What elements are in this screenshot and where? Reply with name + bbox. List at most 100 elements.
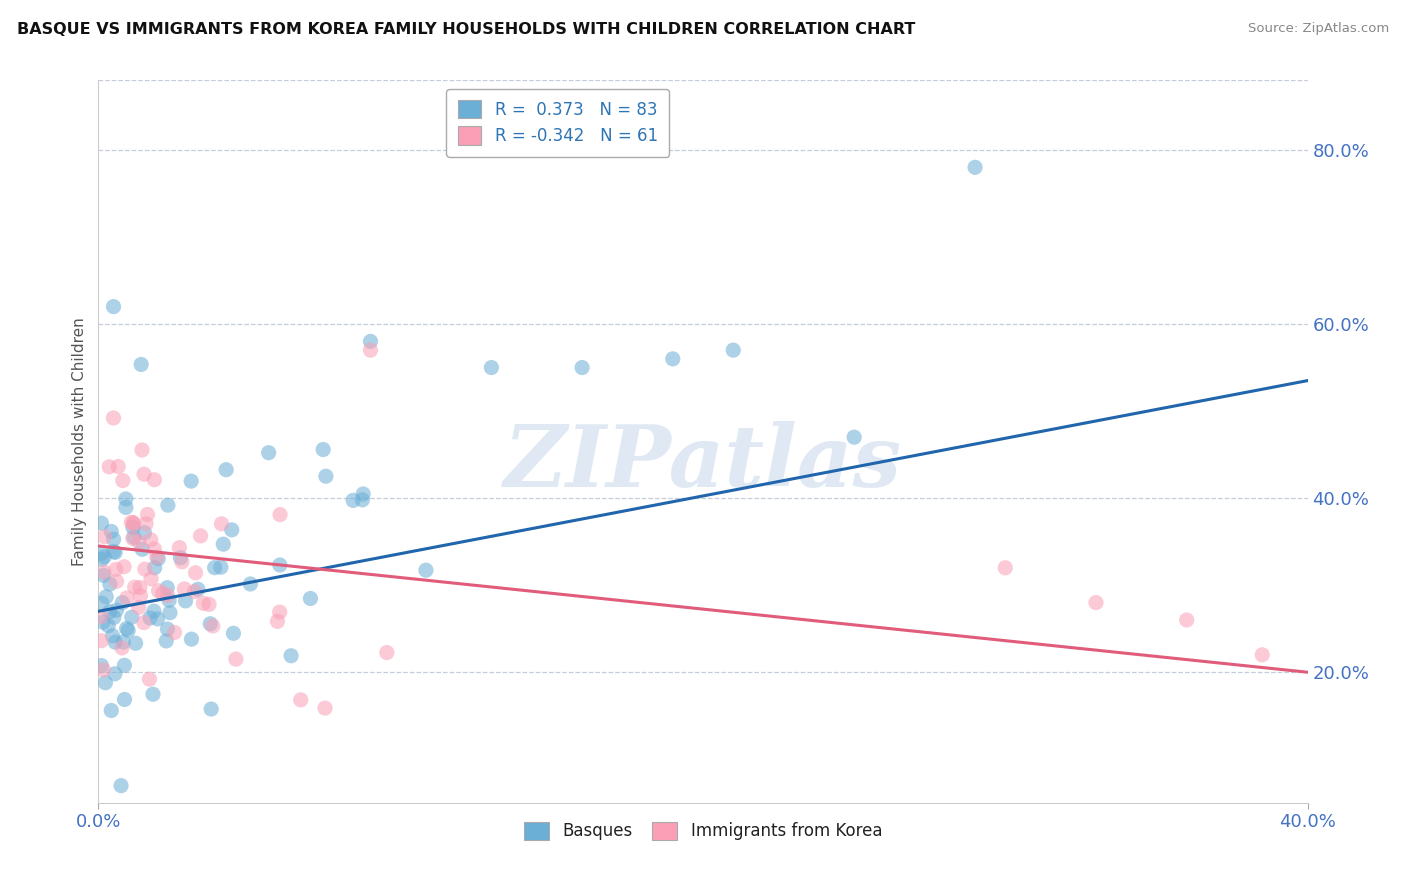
Point (215, 463, 238, 477)
Point (111, 640, 134, 655)
Point (143, 561, 166, 575)
Point (124, 636, 146, 650)
Point (360, 343, 382, 358)
Point (114, 491, 136, 506)
Point (107, 459, 129, 474)
Point (360, 334, 382, 349)
Point (156, 581, 179, 595)
Point (103, 411, 125, 425)
Point (117, 624, 139, 638)
Text: ZIPatlas: ZIPatlas (503, 421, 903, 505)
Point (143, 473, 166, 487)
Point (98, 605, 121, 619)
Point (134, 562, 156, 576)
Point (115, 622, 138, 636)
Point (103, 610, 125, 624)
Point (1251, 648, 1274, 662)
Point (266, 615, 288, 629)
Point (131, 442, 153, 457)
Point (156, 588, 179, 602)
Point (239, 577, 262, 591)
Point (225, 652, 247, 666)
Point (114, 692, 136, 706)
Point (723, 343, 745, 358)
Point (222, 626, 245, 640)
Point (148, 583, 170, 598)
Point (97, 618, 120, 632)
Text: Source: ZipAtlas.com: Source: ZipAtlas.com (1249, 22, 1389, 36)
Point (110, 779, 132, 793)
Point (91, 552, 114, 566)
Point (131, 542, 153, 557)
Point (184, 566, 207, 580)
Point (193, 596, 215, 610)
Point (169, 541, 191, 555)
Point (148, 551, 170, 566)
Point (115, 591, 138, 605)
Point (352, 487, 374, 501)
Y-axis label: Family Households with Children: Family Households with Children (72, 318, 87, 566)
Point (101, 629, 124, 643)
Point (190, 529, 212, 543)
Point (163, 625, 186, 640)
Point (269, 558, 291, 572)
Point (269, 605, 291, 619)
Point (187, 582, 209, 597)
Point (103, 544, 125, 558)
Point (415, 563, 437, 577)
Point (122, 520, 145, 534)
Point (128, 581, 150, 595)
Point (290, 693, 312, 707)
Point (180, 474, 202, 488)
Point (1085, 596, 1108, 610)
Point (90, 633, 112, 648)
Point (159, 606, 181, 620)
Point (98, 459, 121, 474)
Point (170, 555, 193, 569)
Point (138, 672, 160, 686)
Point (200, 702, 222, 716)
Point (352, 492, 374, 507)
Point (994, 561, 1017, 575)
Point (93, 663, 115, 677)
Point (104, 545, 127, 559)
Point (132, 615, 155, 630)
Point (143, 541, 166, 556)
Point (571, 360, 593, 375)
Point (212, 537, 235, 551)
Point (111, 596, 134, 610)
Point (314, 701, 336, 715)
Point (104, 635, 127, 649)
Point (120, 515, 142, 529)
Point (211, 516, 233, 531)
Point (124, 580, 146, 594)
Point (157, 593, 180, 607)
Point (146, 612, 169, 626)
Point (201, 619, 224, 633)
Point (152, 586, 174, 600)
Point (312, 442, 335, 457)
Point (103, 300, 125, 314)
Point (129, 358, 152, 372)
Point (134, 525, 156, 540)
Point (180, 632, 202, 647)
Point (299, 591, 322, 606)
Point (94, 675, 117, 690)
Point (146, 550, 169, 565)
Point (100, 704, 122, 718)
Point (112, 635, 135, 649)
Point (965, 161, 987, 175)
Point (103, 533, 125, 547)
Point (135, 516, 157, 531)
Point (342, 493, 364, 508)
Point (142, 687, 165, 701)
Point (173, 582, 195, 596)
Point (156, 622, 179, 636)
Point (375, 646, 398, 660)
Point (198, 598, 221, 612)
Point (91, 615, 114, 630)
Point (90, 609, 112, 624)
Point (204, 560, 226, 574)
Point (183, 584, 205, 599)
Point (156, 498, 179, 512)
